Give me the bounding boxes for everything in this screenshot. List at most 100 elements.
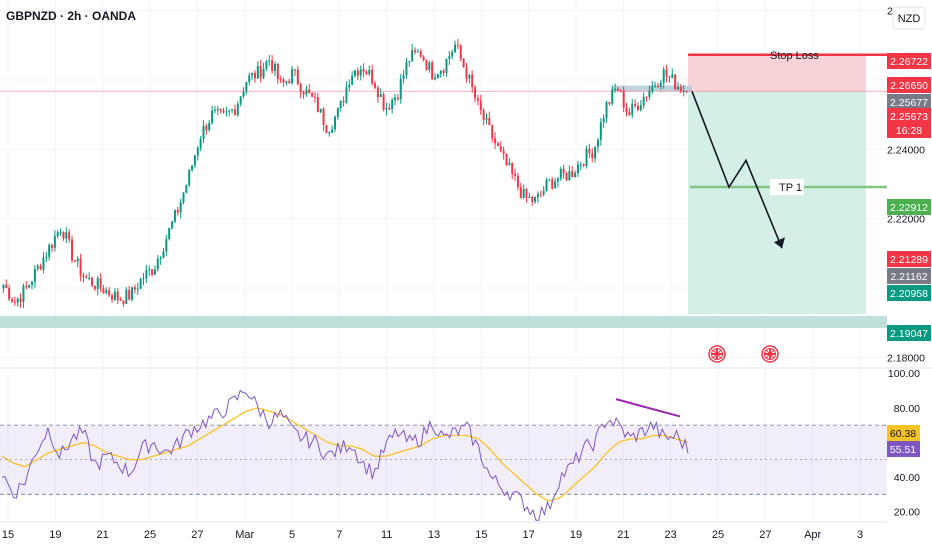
candle xyxy=(208,122,211,131)
candle xyxy=(594,146,597,159)
candle xyxy=(33,268,36,282)
candle xyxy=(242,91,245,97)
candle xyxy=(259,65,262,78)
candle xyxy=(165,238,168,252)
flag-cross xyxy=(712,349,722,359)
candle xyxy=(596,139,599,147)
candle xyxy=(488,117,491,126)
candle xyxy=(671,74,674,78)
candle xyxy=(322,108,325,126)
candle xyxy=(308,89,311,93)
candle xyxy=(282,79,285,83)
candle xyxy=(625,107,628,112)
candle xyxy=(288,81,291,84)
candle xyxy=(416,51,419,53)
candle xyxy=(551,179,554,189)
candle xyxy=(519,187,522,198)
candle xyxy=(425,60,428,70)
candle xyxy=(11,299,14,302)
candle xyxy=(651,86,654,92)
target-zone[interactable] xyxy=(688,91,866,315)
candle xyxy=(499,145,502,151)
candle xyxy=(153,269,156,275)
chart-title[interactable]: GBPNZD · 2h · OANDA xyxy=(6,9,136,23)
candle xyxy=(2,284,5,289)
candle xyxy=(119,300,122,302)
candle xyxy=(116,291,119,301)
stop-loss-label[interactable]: Stop Loss xyxy=(770,50,819,62)
candle xyxy=(248,75,251,82)
candle xyxy=(382,94,385,110)
candle xyxy=(65,232,68,239)
candle xyxy=(5,284,8,289)
candle xyxy=(645,96,648,98)
candle xyxy=(494,138,497,144)
candle xyxy=(79,258,82,276)
time-tick-label: 23 xyxy=(665,529,677,541)
candle xyxy=(451,52,454,57)
uk-flag-event-icon[interactable] xyxy=(761,345,779,363)
candle xyxy=(245,81,248,92)
candle xyxy=(342,100,345,103)
candle xyxy=(8,288,11,300)
uk-flag-event-icon[interactable] xyxy=(708,345,726,363)
candle xyxy=(399,78,402,100)
candle xyxy=(565,173,568,181)
candle xyxy=(511,163,514,174)
candle xyxy=(465,67,468,79)
candle xyxy=(216,109,219,111)
stop-loss-zone[interactable] xyxy=(688,53,866,92)
candle xyxy=(468,74,471,79)
candle xyxy=(273,63,276,72)
rsi-tick-label: 80.00 xyxy=(894,403,920,415)
candle xyxy=(585,148,588,166)
candle xyxy=(662,69,665,83)
time-tick-label: 19 xyxy=(49,529,61,541)
candle xyxy=(139,278,142,289)
candle xyxy=(102,288,105,294)
rsi-tick-label: 20.00 xyxy=(894,507,920,519)
time-tick-label: 27 xyxy=(759,529,771,541)
candle xyxy=(185,184,188,193)
candle xyxy=(614,88,617,90)
candle xyxy=(462,58,465,68)
currency-button[interactable] xyxy=(892,6,926,30)
candle xyxy=(316,97,319,113)
price-label-tag xyxy=(887,122,931,138)
currency-label[interactable]: NZD xyxy=(898,13,921,25)
candle xyxy=(388,108,391,110)
take-profit-label[interactable]: TP 1 xyxy=(779,182,802,194)
time-tick-label: 15 xyxy=(2,529,14,541)
candle xyxy=(222,110,225,113)
candle xyxy=(554,181,557,189)
candle xyxy=(213,109,216,111)
candle xyxy=(654,85,657,87)
price-tick-label: 2.22000 xyxy=(887,214,925,226)
price-label-tag xyxy=(887,325,931,341)
candle xyxy=(659,82,662,87)
candle xyxy=(45,256,48,258)
candle xyxy=(471,74,474,88)
rsi-label-tag xyxy=(887,425,920,441)
rsi-label-tag xyxy=(887,441,920,457)
candle xyxy=(145,270,148,279)
candle xyxy=(428,62,431,70)
candle xyxy=(113,291,116,300)
support-band[interactable] xyxy=(0,315,887,329)
rsi-line xyxy=(2,389,689,521)
candle xyxy=(168,227,171,239)
time-tick-label: 3 xyxy=(857,529,863,541)
price-label-value: 2.19047 xyxy=(890,328,928,340)
flag-cross xyxy=(765,349,775,359)
candle xyxy=(522,189,525,198)
candle xyxy=(542,190,545,195)
candle xyxy=(93,285,96,290)
projected-path-arrow[interactable] xyxy=(691,91,783,249)
candle xyxy=(639,105,642,110)
candle xyxy=(325,125,328,134)
candle xyxy=(108,290,111,296)
divergence-line[interactable] xyxy=(615,398,681,418)
candle xyxy=(179,202,182,213)
candle xyxy=(576,164,579,174)
